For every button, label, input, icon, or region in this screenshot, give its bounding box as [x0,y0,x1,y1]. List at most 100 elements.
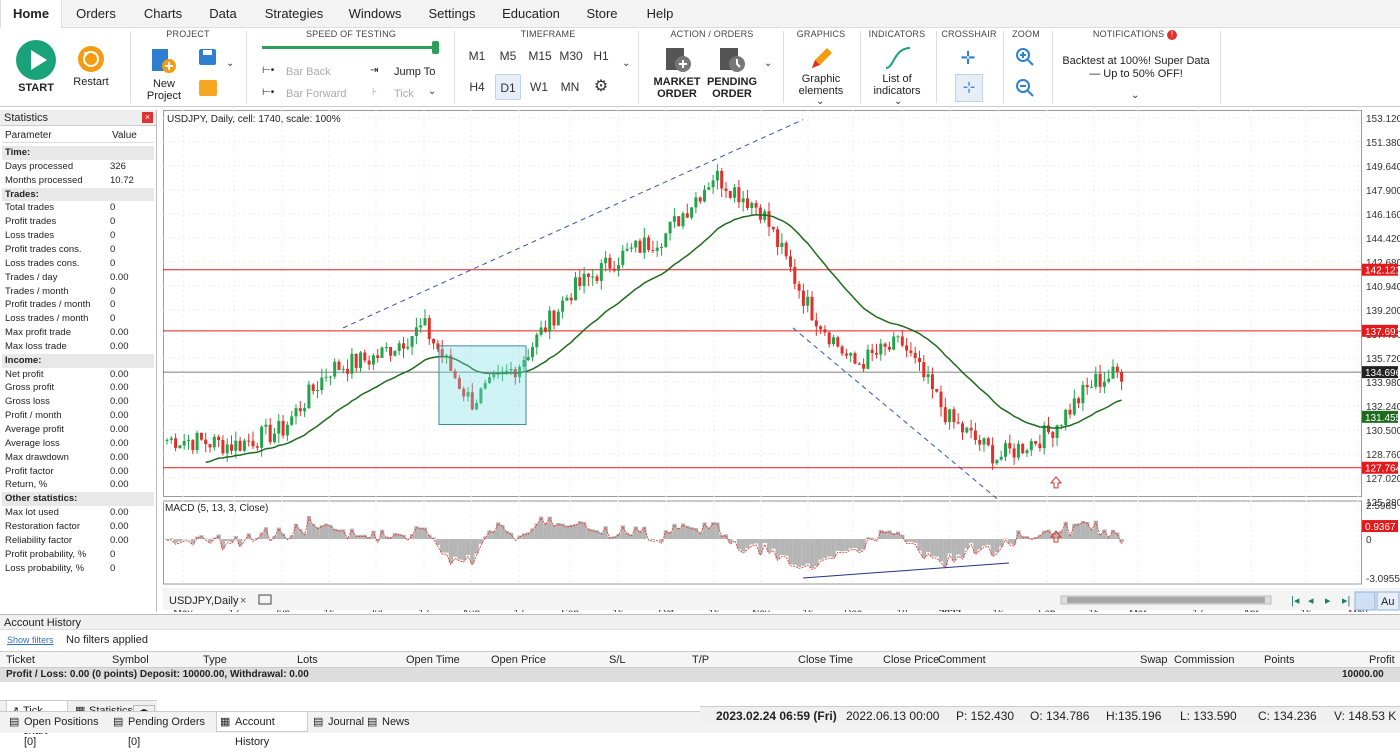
menu-help[interactable]: Help [638,0,682,28]
candle-body [282,421,285,435]
col-lots[interactable]: Lots [297,652,318,669]
tf-m30[interactable]: M30 [557,43,585,69]
tf-w1[interactable]: W1 [526,74,552,100]
col-close-time[interactable]: Close Time [798,652,853,669]
col-close-price[interactable]: Close Price [883,652,939,669]
macd-histogram-bar [754,539,758,543]
col-sl[interactable]: S/L [609,652,626,669]
restart-button[interactable] [78,46,104,72]
timeframe-group-title: TIMEFRAME [460,29,636,39]
tab-pending-orders[interactable]: ▤Pending Orders [0] [110,712,214,732]
candle-body [256,446,259,447]
tf-h1[interactable]: H1 [588,43,614,69]
menu-home[interactable]: Home [0,0,62,29]
graphics-chevron-icon[interactable]: ⌄ [816,96,824,107]
col-swap[interactable]: Swap [1140,652,1168,669]
candle-body [677,216,680,226]
candle-body [746,198,749,208]
tf-chevron-icon[interactable]: ⌄ [622,58,630,69]
status-close: C: 134.236 [1258,707,1317,725]
macd-histogram-bar [827,539,831,556]
candle-body [385,347,388,348]
close-icon[interactable]: × [142,112,153,123]
crosshair-icon[interactable]: ✛ [957,47,979,69]
menu-orders[interactable]: Orders [68,0,124,28]
restart-label: Restart [68,76,114,88]
notifications-chevron-icon[interactable]: ⌄ [1131,90,1139,101]
graphic-elements-button[interactable]: Graphic elements [792,73,850,97]
stats-param: Days processed [5,160,73,174]
play-icon [16,40,56,80]
stats-value: 0 [110,243,115,257]
zoom-out-icon[interactable] [1015,78,1035,98]
candle-body [196,433,199,450]
tab-journal[interactable]: ▤Journal [310,712,362,732]
candle-body [927,374,930,377]
candle-body [888,347,891,350]
show-filters-link[interactable]: Show filters [7,631,54,649]
tf-mn[interactable]: MN [557,74,583,100]
col-ticket[interactable]: Ticket [6,652,35,669]
tf-m5[interactable]: M5 [495,43,521,69]
open-folder-icon[interactable] [199,80,217,96]
candle-body [424,318,427,325]
start-button[interactable] [16,40,56,80]
save-button[interactable] [198,48,218,66]
tf-h4[interactable]: H4 [464,74,490,100]
col-symbol[interactable]: Symbol [112,652,149,669]
price-tick: 135.720 [1366,354,1400,365]
col-open-price[interactable]: Open Price [491,652,546,669]
zoom-in-icon[interactable] [1015,47,1035,67]
crosshair-ruler-icon[interactable]: ⊹ [955,74,983,102]
price-chart[interactable]: 153.120151.380149.640147.900146.160144.4… [163,110,1400,612]
col-type[interactable]: Type [203,652,227,669]
menu-store[interactable]: Store [578,0,626,28]
col-open-time[interactable]: Open Time [406,652,460,669]
save-menu-chevron-icon[interactable]: ⌄ [226,58,234,69]
candle-body [759,208,762,220]
jump-to-button[interactable]: Jump To [394,66,444,78]
col-tp[interactable]: T/P [692,652,709,669]
menu-education[interactable]: Education [496,0,566,28]
bar-forward-button[interactable]: Bar Forward [286,88,356,100]
candle-body [793,267,796,284]
stats-value: 0.00 [110,271,129,285]
menu-settings[interactable]: Settings [420,0,484,28]
tf-settings-gear-icon[interactable]: ⚙ [588,74,614,100]
menu-data[interactable]: Data [200,0,246,28]
tab-news[interactable]: ▤News [364,712,414,732]
zoom-group-title: ZOOM [1006,29,1046,39]
indicators-chevron-icon[interactable]: ⌄ [894,96,902,107]
tab-open-positions[interactable]: ▤Open Positions [0] [6,712,106,732]
menu-strategies[interactable]: Strategies [258,0,330,28]
tf-m15[interactable]: M15 [526,43,554,69]
tick-chevron-icon[interactable]: ⌄ [428,86,436,97]
speed-slider-thumb[interactable] [432,41,439,54]
orders-chevron-icon[interactable]: ⌄ [764,58,772,69]
speed-slider-track[interactable] [262,46,438,49]
candle-body [922,362,925,377]
tf-d1[interactable]: D1 [495,74,521,100]
market-order-button[interactable]: MARKET ORDER [650,76,704,100]
notification-message[interactable]: Backtest at 100%! Super Data — Up to 50%… [1060,55,1212,81]
list-of-indicators-button[interactable]: List of indicators [868,73,926,97]
col-commission[interactable]: Commission [1174,652,1235,669]
tf-m1[interactable]: M1 [464,43,490,69]
new-project-button[interactable] [151,48,175,76]
bar-back-button[interactable]: Bar Back [286,66,346,78]
col-comment[interactable]: Comment [938,652,986,669]
macd-histogram-bar [823,539,827,558]
macd-histogram-bar [965,539,969,548]
pending-order-button[interactable]: PENDING ORDER [704,76,760,100]
tab-account-history[interactable]: ▦Account History [216,712,308,732]
tick-button[interactable]: Tick [394,88,424,100]
col-profit[interactable]: Profit [1369,652,1395,669]
menu-charts[interactable]: Charts [136,0,190,28]
candle-body [200,433,203,440]
menu-windows[interactable]: Windows [342,0,408,28]
col-points[interactable]: Points [1264,652,1295,669]
